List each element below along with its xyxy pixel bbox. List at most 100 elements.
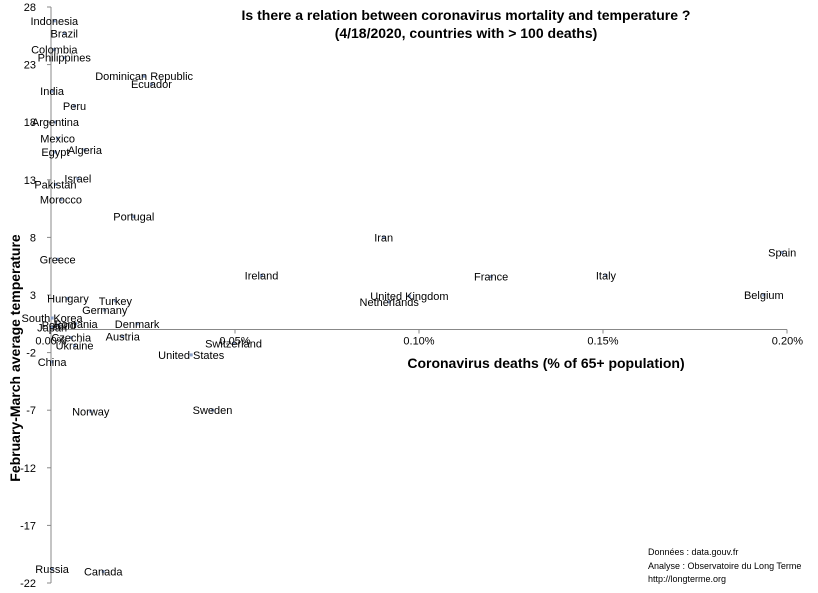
- data-point: [50, 89, 54, 93]
- point-label: Sweden: [193, 405, 233, 417]
- point-label: Romania: [54, 319, 99, 331]
- point-label: Ukraine: [56, 341, 94, 353]
- data-point: [132, 215, 136, 219]
- data-point: [382, 235, 386, 239]
- point-label: Colombia: [31, 45, 78, 57]
- point-label: Israel: [64, 174, 91, 186]
- data-point: [113, 299, 117, 303]
- data-point: [52, 19, 56, 23]
- data-point: [59, 197, 63, 201]
- data-point: [50, 567, 54, 571]
- point-label: Norway: [72, 406, 110, 418]
- point-label: Netherlands: [360, 297, 420, 309]
- point-label: Portugal: [113, 212, 154, 224]
- x-axis-title: Coronavirus deaths (% of 65+ population): [407, 355, 684, 371]
- point-label: Japan: [37, 322, 67, 334]
- point-label: Poland: [42, 320, 76, 332]
- data-point: [135, 322, 139, 326]
- source-line-analysis: Analyse : Observatoire du Long Terme: [648, 561, 801, 571]
- y-axis-title: February-March average temperature: [7, 234, 23, 482]
- x-tick-label: 0.15%: [587, 336, 618, 348]
- data-point: [76, 177, 80, 181]
- point-label: Hungary: [47, 293, 89, 305]
- point-label: Russia: [35, 564, 70, 576]
- point-label: Peru: [63, 101, 86, 113]
- x-tick-label: 0.00%: [35, 336, 66, 348]
- point-label: Austria: [106, 331, 141, 343]
- y-tick-label: -17: [20, 520, 36, 532]
- chart-subtitle: (4/18/2020, countries with > 100 deaths): [335, 25, 598, 41]
- y-tick-label: -12: [20, 463, 36, 475]
- data-point: [762, 293, 766, 297]
- y-tick-label: 8: [30, 232, 36, 244]
- data-point: [62, 31, 66, 35]
- y-tick-label: -7: [26, 405, 36, 417]
- point-label: Germany: [82, 305, 128, 317]
- data-point: [73, 104, 77, 108]
- point-label: Greece: [40, 254, 76, 266]
- data-point: [50, 360, 54, 364]
- point-label: Algeria: [68, 145, 103, 157]
- data-point: [73, 344, 77, 348]
- point-label: Iran: [374, 232, 393, 244]
- point-label: Argentina: [32, 117, 80, 129]
- data-point: [103, 308, 107, 312]
- point-label: Indonesia: [30, 16, 79, 28]
- data-point: [53, 120, 57, 124]
- data-point: [101, 569, 105, 573]
- data-point: [780, 250, 784, 254]
- y-tick-label: 28: [24, 2, 36, 14]
- data-point: [149, 82, 153, 86]
- data-point: [211, 408, 215, 412]
- source-line-data: Données : data.gouv.fr: [648, 547, 738, 557]
- data-point: [69, 336, 73, 340]
- data-point: [89, 409, 93, 413]
- point-label: China: [38, 357, 68, 369]
- point-label: United States: [158, 350, 225, 362]
- x-tick-label: 0.20%: [772, 336, 803, 348]
- data-point: [50, 325, 54, 329]
- point-label: Dominican Republic: [95, 71, 193, 83]
- data-point: [189, 353, 193, 357]
- data-point: [52, 48, 56, 52]
- x-tick-label: 0.05%: [219, 336, 250, 348]
- data-point: [489, 275, 493, 279]
- y-axis-ticks: -22 -17 -12 -7 -2 3 8 13 18 23 28: [20, 2, 51, 590]
- point-label: Pakistan: [34, 179, 76, 191]
- point-label: India: [40, 86, 65, 98]
- point-label: Morocco: [40, 194, 82, 206]
- chart-title: Is there a relation between coronavirus …: [242, 7, 691, 23]
- data-point: [56, 257, 60, 261]
- point-label: Italy: [596, 270, 617, 282]
- point-label: Ireland: [245, 270, 279, 282]
- point-label: Spain: [768, 247, 796, 259]
- point-label: Switzerland: [205, 338, 262, 350]
- y-tick-label: 3: [30, 290, 36, 302]
- point-label: United Kingdom: [370, 291, 448, 303]
- y-tick-label: -2: [26, 348, 36, 360]
- data-point: [53, 150, 57, 154]
- point-label: Turkey: [99, 296, 133, 308]
- point-label: Mexico: [40, 133, 75, 145]
- data-points: [50, 19, 784, 573]
- data-point: [387, 300, 391, 304]
- data-point: [232, 341, 236, 345]
- x-tick-label: 0.10%: [403, 336, 434, 348]
- data-point: [74, 322, 78, 326]
- point-label: South Korea: [22, 313, 84, 325]
- data-point: [604, 273, 608, 277]
- data-point: [66, 296, 70, 300]
- point-label: Belgium: [744, 290, 784, 302]
- source-line-url: http://longterme.org: [648, 574, 726, 584]
- data-point: [121, 334, 125, 338]
- point-label: Egypt: [41, 147, 69, 159]
- point-label: Philippines: [38, 53, 92, 65]
- point-label: Ecuador: [131, 79, 172, 91]
- y-tick-label: 23: [24, 60, 36, 72]
- y-tick-label: 13: [24, 175, 36, 187]
- data-point: [407, 294, 411, 298]
- y-tick-label: -22: [20, 578, 36, 590]
- point-label: France: [474, 272, 508, 284]
- point-label: Denmark: [115, 319, 160, 331]
